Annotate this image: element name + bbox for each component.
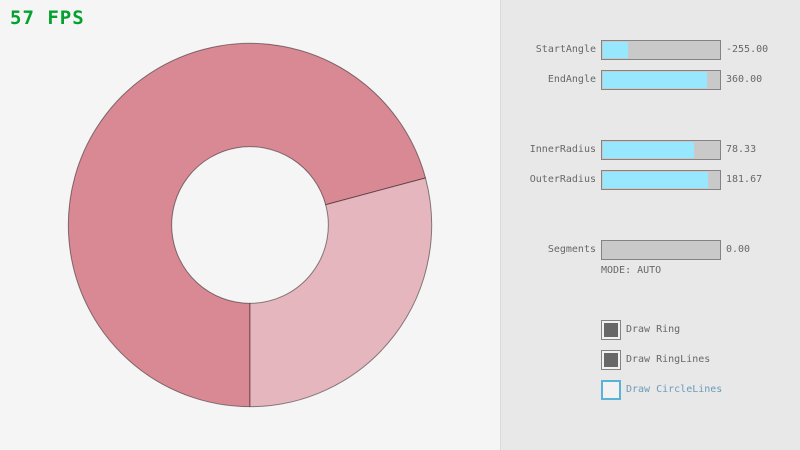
ring-sector-single-light: [249, 177, 433, 408]
checkbox-label-draw-ringlines: Draw RingLines: [626, 354, 711, 365]
checkbox-draw-ringlines[interactable]: [601, 350, 621, 370]
slider-fill: [603, 142, 694, 158]
slider-label-segments: Segments: [547, 244, 596, 255]
fps-counter: 57 FPS: [10, 7, 85, 29]
ring-sector-overlap-dark: [67, 42, 427, 408]
checkmark: [604, 323, 618, 337]
slider-fill: [603, 72, 708, 88]
slider-fill: [603, 172, 709, 188]
slider-endangle[interactable]: [601, 70, 721, 90]
mode-status-text: MODE: AUTO: [601, 265, 662, 276]
checkbox-label-draw-circlelines: Draw CircleLines: [626, 384, 723, 395]
slider-startangle[interactable]: [601, 40, 721, 60]
checkbox-draw-circlelines[interactable]: [601, 380, 621, 400]
checkmark: [604, 353, 618, 367]
controls-panel: StartAngle -255.00 EndAngle 360.00 Inner…: [500, 0, 800, 450]
slider-outerradius[interactable]: [601, 170, 721, 190]
checkbox-label-draw-ring: Draw Ring: [626, 324, 681, 335]
slider-innerradius[interactable]: [601, 140, 721, 160]
slider-label-endangle: EndAngle: [547, 74, 596, 85]
slider-fill: [603, 42, 629, 58]
slider-value-startangle: -255.00: [726, 44, 769, 55]
slider-segments[interactable]: [601, 240, 721, 260]
ring-canvas: [67, 42, 433, 408]
slider-label-innerradius: InnerRadius: [529, 144, 596, 155]
slider-label-outerradius: OuterRadius: [529, 174, 596, 185]
slider-value-innerradius: 78.33: [726, 144, 757, 155]
slider-label-startangle: StartAngle: [535, 44, 596, 55]
slider-value-endangle: 360.00: [726, 74, 763, 85]
checkbox-draw-ring[interactable]: [601, 320, 621, 340]
slider-value-segments: 0.00: [726, 244, 751, 255]
slider-value-outerradius: 181.67: [726, 174, 763, 185]
